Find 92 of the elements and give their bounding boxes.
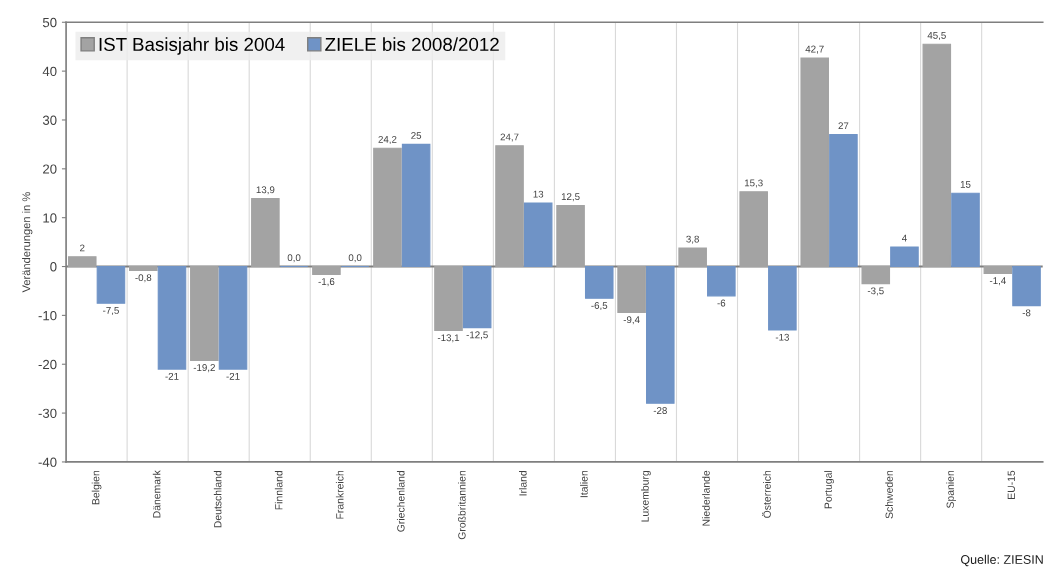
data-label: -3,5 [867,287,884,296]
bar [922,43,952,268]
bar [434,265,463,332]
bar [617,265,646,314]
data-label: -6,5 [591,302,608,311]
y-tick-label: 40 [42,66,57,77]
data-label: -0,8 [135,274,152,283]
bar [129,265,158,271]
bar [218,265,248,370]
bar [523,202,553,268]
bar [373,147,402,268]
data-label: -8 [1022,309,1031,317]
data-label: -13 [775,333,789,341]
x-tick-label: Griechenland [396,470,405,532]
bar [157,265,187,370]
data-label: -19,2 [193,364,215,373]
data-label: 24,7 [500,133,519,142]
x-tick-label: Belgien [91,470,102,505]
bar [251,198,280,268]
bar [983,265,1013,274]
y-tick-label: -30 [38,408,57,418]
bar [312,265,341,275]
bar [768,265,797,331]
y-tick-label: 20 [43,164,57,174]
data-label: 27 [838,122,849,130]
y-tick-label: -20 [38,359,57,370]
x-tick-label: EU-15 [1007,470,1015,499]
data-label: 15,3 [744,179,763,188]
x-tick-label: Frankreich [335,470,344,519]
data-label: 4 [901,234,907,242]
x-tick-label: Portugal [824,470,834,509]
y-tick-label: 10 [43,213,57,223]
legend-label: IST Basisjahr bis 2004 [99,37,285,55]
x-tick-label: Österreich [762,470,771,518]
bar [584,265,614,299]
x-tick-label: Großbritannien [457,470,466,540]
y-tick-label: -10 [38,310,57,321]
data-label: -21 [165,372,179,380]
data-label: 3,8 [686,235,699,244]
bar [739,191,768,268]
data-label: 24,2 [378,135,397,145]
bar [1012,265,1041,307]
bar [495,145,524,268]
legend-label: ZIELE bis 2008/2012 [325,37,499,52]
data-label: -6 [717,299,726,307]
bar [556,204,585,268]
x-tick-label: Luxemburg [641,470,651,522]
bar [707,265,736,297]
data-label: 13 [533,190,544,198]
y-axis-title: Veränderungen in % [22,192,33,293]
data-label: -28 [653,407,667,414]
bar [678,247,707,268]
x-tick-label: Spanien [946,470,956,509]
bar [646,265,675,404]
bar [800,57,830,268]
bar [861,265,891,285]
data-label: -1,4 [989,277,1006,286]
x-tick-label: Dänemark [152,470,161,518]
data-label: 2 [80,244,85,252]
bar [890,246,919,268]
data-label: 0,0 [348,254,362,263]
data-label: 12,5 [561,193,580,202]
y-tick-label: 30 [42,115,57,125]
x-tick-label: Irland [519,470,527,496]
y-tick-label: -40 [38,457,57,467]
data-label: -9,4 [623,316,640,325]
data-label: -13,1 [437,334,460,343]
data-label: 0,0 [287,254,301,263]
data-label: -21 [226,372,240,380]
bar [951,192,980,268]
bar [190,265,219,361]
data-label: -12,5 [466,331,488,340]
data-label: -7,5 [103,307,119,315]
data-label: 25 [411,132,422,139]
bar [67,256,97,268]
x-tick-label: Niederlande [702,470,710,526]
x-tick-label: Schweden [885,470,893,519]
data-label: 13,9 [256,186,275,195]
data-label: 15 [960,181,971,188]
x-tick-label: Italien [580,470,588,498]
bar [829,134,858,268]
source-note: Quelle: ZIESIN [960,554,1043,567]
data-label: 42,7 [805,45,824,54]
data-label: 45,5 [927,32,946,40]
y-tick-label: 50 [42,17,57,28]
y-tick-label: 0 [50,262,57,272]
bar [96,265,126,304]
x-tick-label: Deutschland [213,470,222,528]
bar [401,143,431,268]
data-label: -1,6 [318,278,335,287]
x-tick-label: Finnland [274,470,283,510]
bar [462,265,492,329]
